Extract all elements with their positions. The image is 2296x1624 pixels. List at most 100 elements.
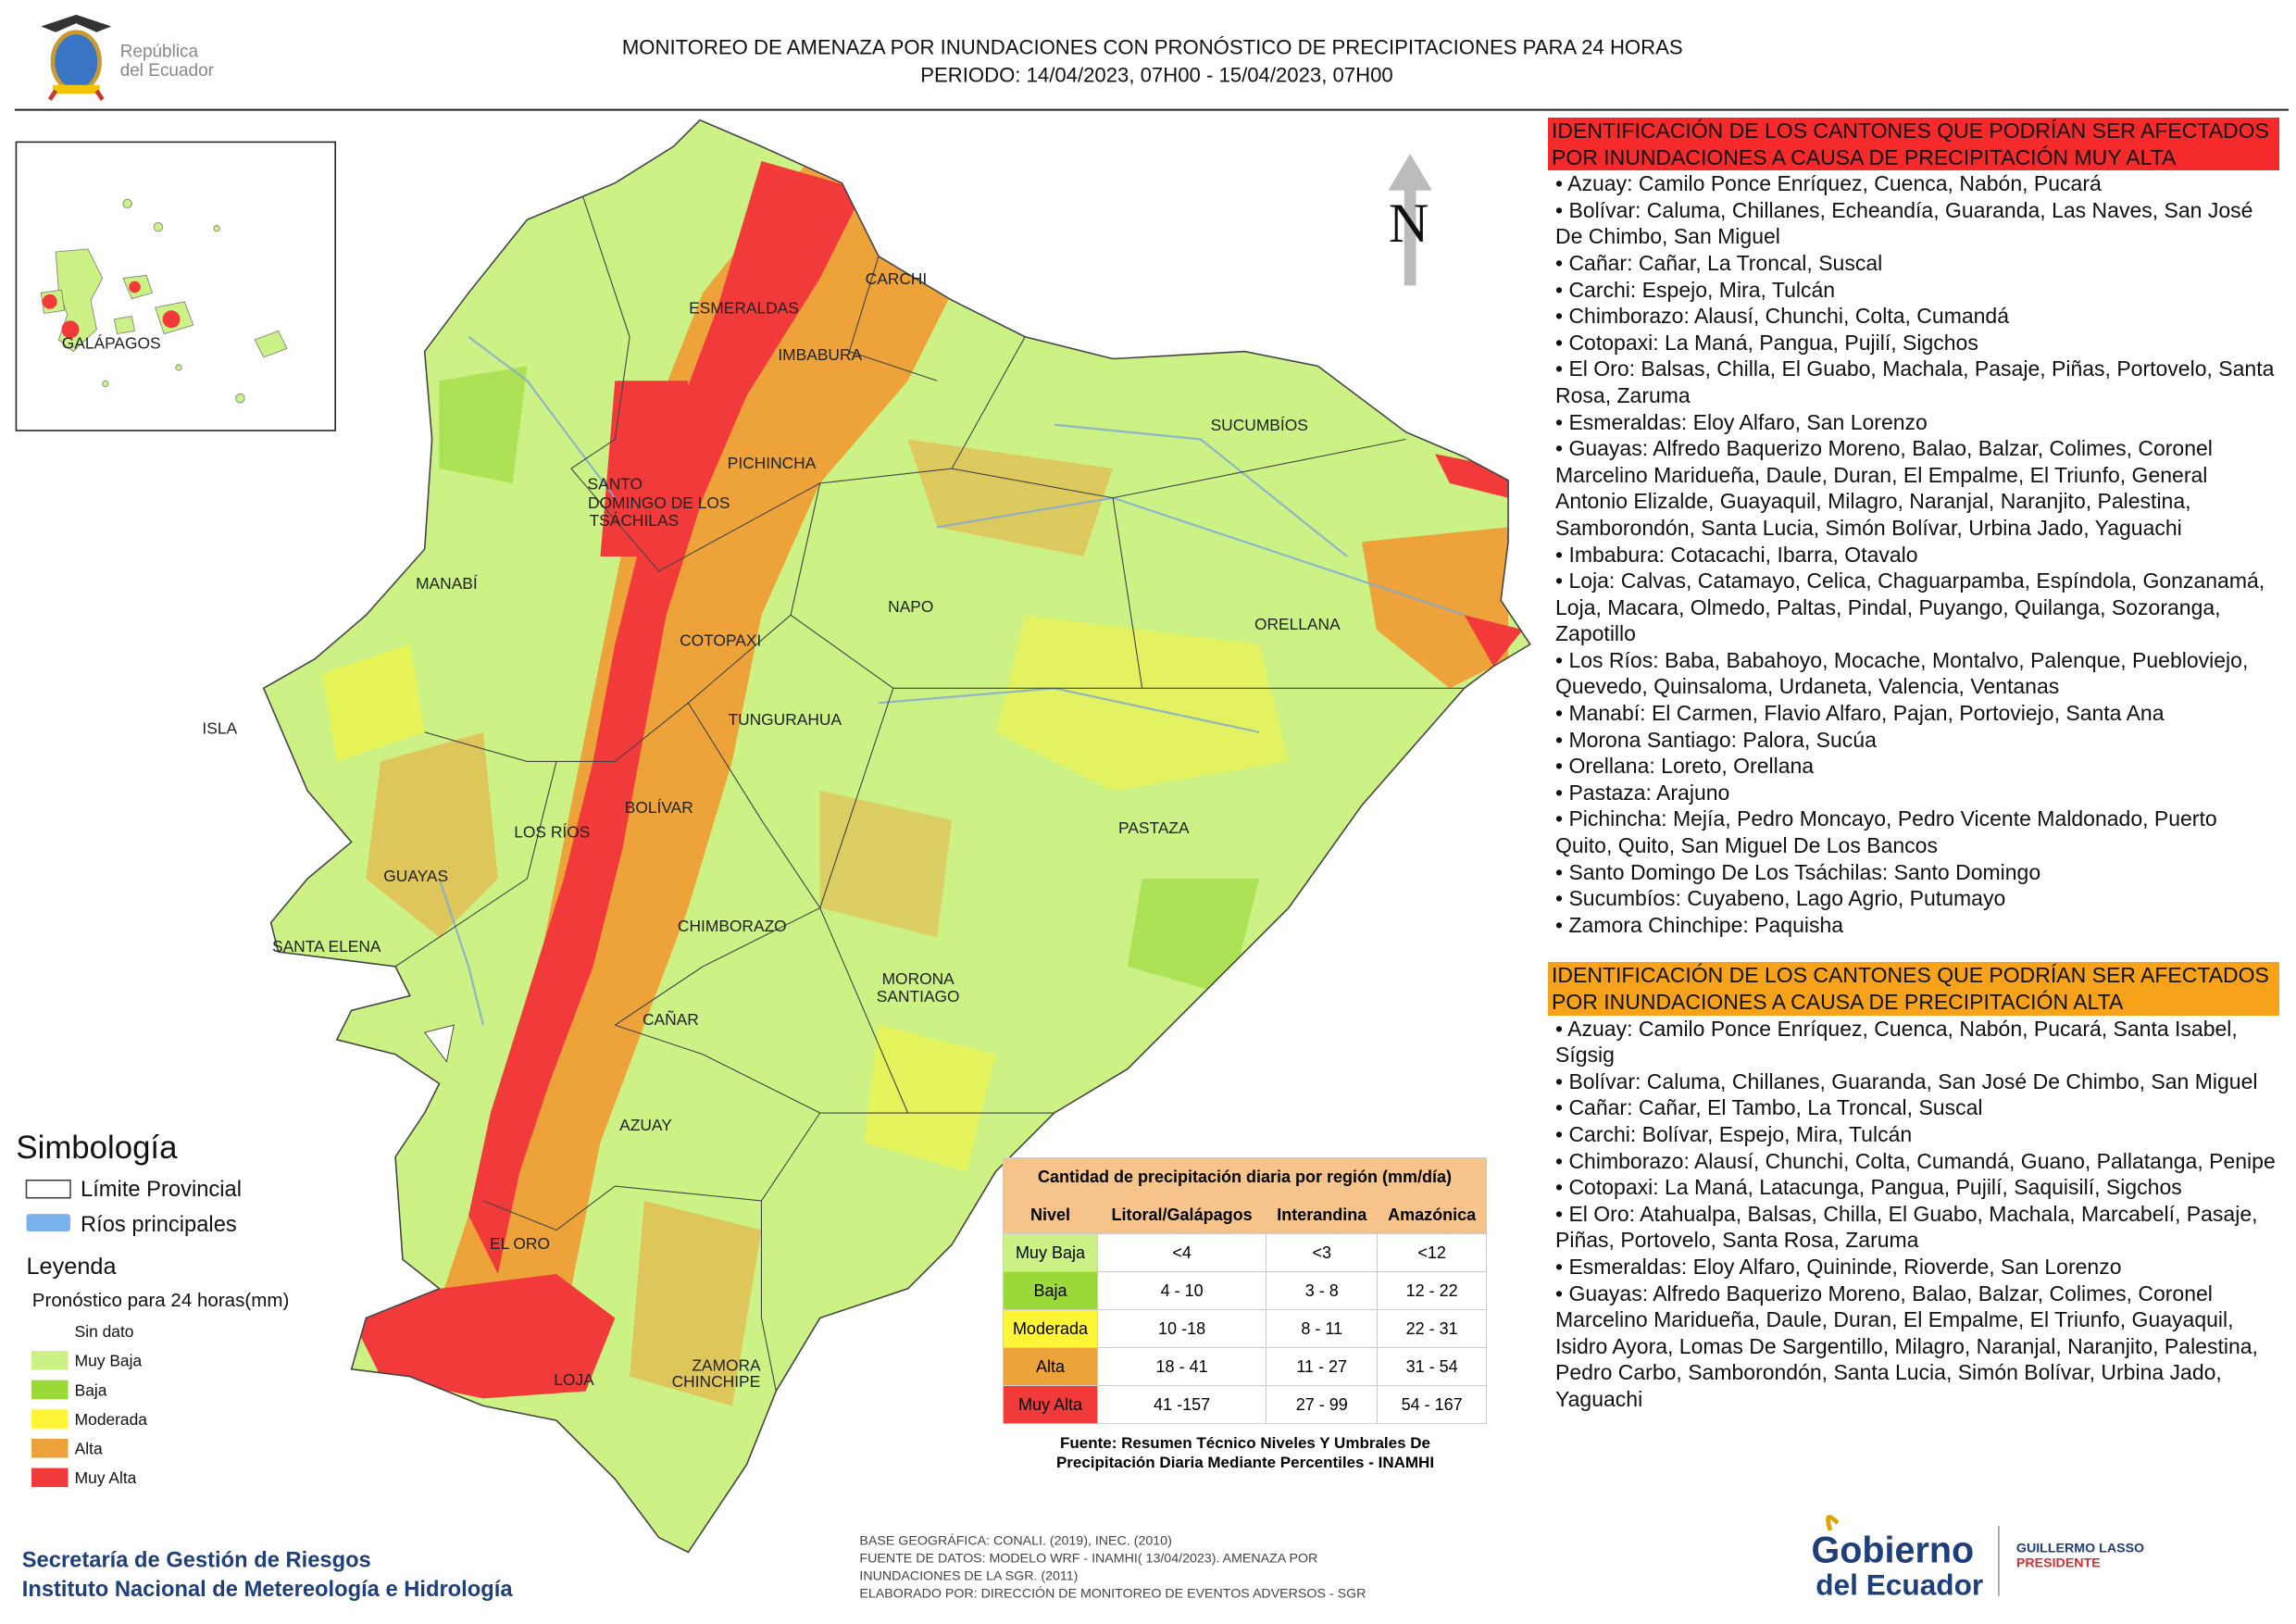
map-label: PICHINCHA [728,454,817,472]
canton-item: • Chimborazo: Alausí, Chunchi, Colta, Cu… [1555,1148,2276,1173]
map-labels: CARCHI ESMERALDAS IMBABURA SUCUMBÍOS SAN… [202,269,1341,1391]
legend-swatch [31,1438,69,1458]
canton-item: • Azuay: Camilo Ponce Enríquez, Cuenca, … [1555,171,2102,196]
canton-item: • Chimborazo: Alausí, Chunchi, Colta, Cu… [1555,304,2010,329]
table-cell: <3 [1266,1233,1379,1272]
canton-item: • Morona Santiago: Palora, Sucúa [1555,727,1877,752]
section-heading: IDENTIFICACIÓN DE LOS CANTONES QUE PODRÍ… [1548,118,2279,171]
table-cell: 41 -157 [1096,1385,1267,1424]
canton-panel: IDENTIFICACIÓN DE LOS CANTONES QUE PODRÍ… [1548,118,2279,1413]
government-logo: Gobierno del Ecuador GUILLERMO LASSO PRE… [1811,1515,2144,1601]
table-cell: 31 - 54 [1377,1347,1487,1386]
map-label: CAÑAR [643,1010,699,1029]
legend-label: Alta [75,1440,103,1458]
map-label: SUCUMBÍOS [1211,416,1308,434]
map-label: ZAMORA [692,1355,761,1374]
table-cell: 8 - 11 [1266,1309,1379,1348]
map-label: MORONA [882,969,955,988]
table-header: Litoral/Galápagos [1096,1195,1267,1234]
canton-item: • Azuay: Camilo Ponce Enríquez, Cuenca, … [1555,1016,2238,1068]
coat-of-arms [41,14,112,101]
galapagos-islands [40,198,288,404]
legend-swatch [31,1380,69,1400]
map-label: IMBABURA [778,345,862,364]
map-label: CARCHI [866,269,928,288]
legend-label: Baja [75,1380,107,1399]
canton-item: • Sucumbíos: Cuyabeno, Lago Agrio, Putum… [1555,886,2006,911]
map-label: GUAYAS [383,867,448,885]
note: BASE GEOGRÁFICA: CONALI. (2019), INEC. (… [859,1533,1171,1549]
table-cell: Baja [1003,1271,1098,1310]
map-label: LOS RÍOS [514,823,590,842]
canton-item: • Esmeraldas: Eloy Alfaro, Quininde, Rio… [1555,1254,2122,1279]
canton-item: • Pichincha: Mejía, Pedro Moncayo, Pedro… [1555,806,2217,858]
canton-item: • Cañar: Cañar, La Troncal, Suscal [1555,250,1883,275]
table-row: Muy Baja <4 <3 <12 [1003,1233,1487,1272]
source-line: Precipitación Diaria Mediante Percentile… [1055,1454,1435,1471]
canton-item: • Guayas: Alfredo Baquerizo Moreno, Bala… [1555,436,2213,540]
table-cell: Muy Alta [1003,1385,1098,1424]
president: PRESIDENTE [2016,1555,2101,1570]
map-label: COTOPAXI [680,631,761,649]
table-cell: 54 - 167 [1377,1385,1487,1424]
map-label: SANTO [588,474,643,493]
map-label: CHIMBORAZO [678,917,787,935]
institution: Instituto Nacional de Metereología e Hid… [22,1578,514,1602]
canton-item: • Bolívar: Caluma, Chillanes, Guaranda, … [1555,1068,2258,1093]
table-title: Cantidad de precipitación diaria por reg… [1003,1157,1487,1196]
logo-text: del Ecuador [120,61,214,81]
canton-item: • Zamora Chinchipe: Paquisha [1555,912,1844,937]
canton-item: • Cotopaxi: La Maná, Pangua, Pujilí, Sig… [1555,330,1978,355]
legend-classes: Sin dato Muy Baja Baja Moderada Alta Muy Alta [31,1322,147,1488]
source-line: Fuente: Resumen Técnico Niveles Y Umbral… [1060,1434,1430,1452]
title: PERIODO: 14/04/2023, 07H00 - 15/04/2023,… [920,64,1392,87]
canton-item: • Pastaza: Arajuno [1555,780,1730,805]
table-row: Muy Alta 41 -157 27 - 99 54 - 167 [1003,1385,1487,1424]
canton-item: • Guayas: Alfredo Baquerizo Moreno, Bala… [1555,1280,2258,1411]
north-label: N [1389,193,1429,255]
map-label: MANABÍ [416,574,478,593]
legend-swatch [31,1322,68,1341]
table-cell: 11 - 27 [1266,1347,1379,1386]
president: GUILLERMO LASSO [2016,1542,2144,1556]
table-cell: 22 - 31 [1377,1309,1487,1348]
canton-item: • El Oro: Balsas, Chilla, El Guabo, Mach… [1555,356,2275,407]
map-label: TSÁCHILAS [590,511,680,530]
table-cell: 3 - 8 [1266,1271,1379,1310]
table-cell: 4 - 10 [1096,1271,1267,1310]
canton-item: • Imbabura: Cotacachi, Ibarra, Otavalo [1555,542,1918,567]
table-cell: 27 - 99 [1266,1385,1379,1424]
logo-text: República [120,43,199,62]
canton-item: • Carchi: Espejo, Mira, Tulcán [1555,277,1836,302]
section-heading: IDENTIFICACIÓN DE LOS CANTONES QUE PODRÍ… [1548,962,2279,1016]
note: INUNDACIONES DE LA SGR. (2011) [859,1569,1078,1584]
table-header-row: Nivel Litoral/Galápagos Interandina Amazóni… [1003,1195,1487,1234]
map-label: ESMERALDAS [689,298,799,317]
symbol-river [26,1214,70,1232]
legend-forecast: Pronóstico para 24 horas(mm) [32,1290,289,1311]
canton-item: • Carchi: Bolívar, Espejo, Mira, Tulcán [1555,1121,1913,1146]
table-row: Alta 18 - 41 11 - 27 31 - 54 [1003,1347,1487,1386]
legend-label: Sin dato [75,1322,134,1341]
canton-item: • Esmeraldas: Eloy Alfaro, San Lorenzo [1555,409,1928,434]
canton-item: • Cañar: Cañar, El Tambo, La Troncal, Su… [1555,1095,1983,1120]
symbol-boundary [25,1179,71,1199]
table-cell: Muy Baja [1003,1233,1098,1272]
table-row: Baja 4 - 10 3 - 8 12 - 22 [1003,1271,1487,1310]
table-source: Fuente: Resumen Técnico Niveles Y Umbral… [981,1433,1509,1472]
table-title-row: Cantidad de precipitación diaria por reg… [1003,1157,1487,1196]
table-cell: <4 [1096,1233,1267,1272]
legend-label: Muy Baja [75,1352,143,1370]
legend-swatch [31,1468,69,1488]
puna-island [423,1024,455,1063]
map-label: SANTA ELENA [272,937,381,956]
map-label: ISLA [202,718,237,737]
table-cell: 12 - 22 [1377,1271,1487,1310]
canton-item: • Cotopaxi: La Maná, Latacunga, Pangua, … [1555,1175,2182,1200]
note: FUENTE DE DATOS: MODELO WRF - INAMHI( 13… [859,1552,1317,1567]
legend-swatch [31,1409,69,1429]
table-header: Interandina [1266,1195,1379,1234]
map-label: EL ORO [490,1234,550,1253]
table-header: Amazónica [1377,1195,1487,1234]
table-cell: 18 - 41 [1096,1347,1267,1386]
